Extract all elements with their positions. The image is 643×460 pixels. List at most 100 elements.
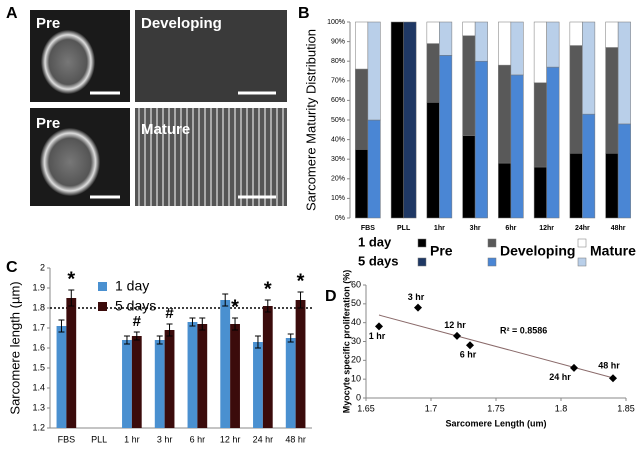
image-label: Pre — [36, 15, 60, 32]
bar-segment — [510, 74, 524, 219]
bar — [122, 340, 132, 428]
image-label: Developing — [141, 15, 222, 32]
point — [466, 341, 474, 350]
point-label: 48 hr — [598, 361, 620, 371]
y-tick-label: 20% — [331, 176, 345, 183]
bar-segment — [439, 55, 453, 219]
point — [570, 363, 578, 372]
x-tick-label: 12hr — [539, 225, 554, 232]
y-tick-label: 60% — [331, 97, 345, 104]
panel-label: B — [298, 5, 310, 22]
error-bar — [254, 335, 261, 349]
y-tick-label: 40% — [331, 136, 345, 143]
bar-segment — [498, 64, 512, 164]
point — [414, 303, 422, 312]
image-label: Mature — [141, 121, 190, 138]
annotation: * — [264, 278, 272, 300]
error-bar — [264, 299, 271, 313]
x-tick-label: 3hr — [470, 225, 481, 232]
point-label: 1 hr — [369, 331, 386, 341]
trendline-label: R² = 0.8586 — [500, 325, 547, 335]
bar-segment — [569, 45, 583, 154]
bar-segment — [367, 119, 381, 219]
bar — [66, 298, 77, 428]
bar-segment — [355, 21, 369, 70]
point-label: 24 hr — [549, 372, 571, 382]
bar — [187, 322, 198, 428]
bar-segment — [462, 135, 476, 219]
bar-segment — [533, 82, 547, 168]
point-label: 12 hr — [444, 320, 466, 330]
panel-label: D — [325, 288, 337, 305]
point — [609, 374, 617, 383]
bar-segment — [474, 60, 488, 219]
x-tick-label: 48hr — [611, 225, 626, 232]
x-tick-label: FBS — [58, 434, 76, 444]
y-tick-label: 0% — [335, 215, 345, 222]
x-tick-label: 1 hr — [124, 434, 140, 444]
y-tick-label: 10 — [351, 374, 361, 384]
point-label: 6 hr — [460, 350, 477, 360]
x-tick-label: 6 hr — [190, 434, 206, 444]
bar-segment — [582, 113, 596, 219]
x-tick-label: 1hr — [434, 225, 445, 232]
error-bar — [297, 291, 304, 309]
bar-segment — [390, 21, 404, 219]
x-tick-label: 6hr — [505, 225, 516, 232]
bar-segment — [533, 166, 547, 219]
image-label: Pre — [36, 115, 60, 132]
error-bar — [58, 319, 65, 333]
trendline — [378, 314, 614, 379]
bar-segment — [510, 21, 524, 76]
legend-swatch — [487, 257, 497, 267]
bar-segment — [367, 21, 381, 121]
x-tick-label: 1.75 — [487, 403, 505, 413]
y-tick-label: 20 — [351, 355, 361, 365]
y-tick-label: 80% — [331, 58, 345, 65]
bar — [253, 342, 263, 428]
point-label: 3 hr — [408, 292, 425, 302]
error-bar — [199, 317, 206, 331]
y-tick-label: 100% — [327, 19, 345, 26]
x-tick-label: 1.7 — [425, 403, 438, 413]
y-tick-label: 50% — [331, 117, 345, 124]
panel-label: A — [6, 5, 18, 22]
y-axis-title: Myocyte specific proliferation (%) — [341, 270, 351, 414]
bar-segment — [403, 21, 417, 219]
bar — [295, 300, 306, 428]
annotation: # — [165, 305, 174, 322]
legend-label: 5 days — [115, 298, 156, 314]
x-axis-title: Sarcomere Length (um) — [445, 418, 546, 428]
bar-segment — [569, 153, 583, 219]
annotation: * — [297, 270, 305, 292]
bar-segment — [582, 21, 596, 115]
bar — [220, 300, 231, 428]
micrograph — [135, 108, 287, 206]
bar — [164, 330, 175, 428]
bar — [230, 324, 240, 428]
y-tick-label: 60 — [351, 279, 361, 289]
error-bar — [123, 335, 130, 345]
bar-segment — [546, 21, 560, 68]
bar-segment — [617, 21, 631, 125]
bar-segment — [546, 66, 560, 219]
y-tick-label: 1.9 — [32, 282, 45, 292]
y-tick-label: 1.8 — [32, 302, 45, 312]
bar-segment — [569, 21, 583, 46]
bar — [131, 336, 142, 428]
bar-segment — [426, 102, 440, 219]
legend-swatch — [577, 257, 587, 267]
bar-segment — [462, 21, 476, 36]
y-tick-label: 1.3 — [32, 402, 45, 412]
cell — [40, 128, 100, 196]
bar-segment — [605, 21, 619, 48]
annotation: * — [67, 268, 75, 290]
legend-swatch — [98, 282, 107, 291]
bar-segment — [498, 21, 512, 66]
legend-label: 1 day — [115, 278, 149, 294]
bar-segment — [498, 162, 512, 219]
legend-label: Mature — [590, 243, 636, 259]
bar — [262, 306, 273, 428]
y-tick-label: 30% — [331, 156, 345, 163]
